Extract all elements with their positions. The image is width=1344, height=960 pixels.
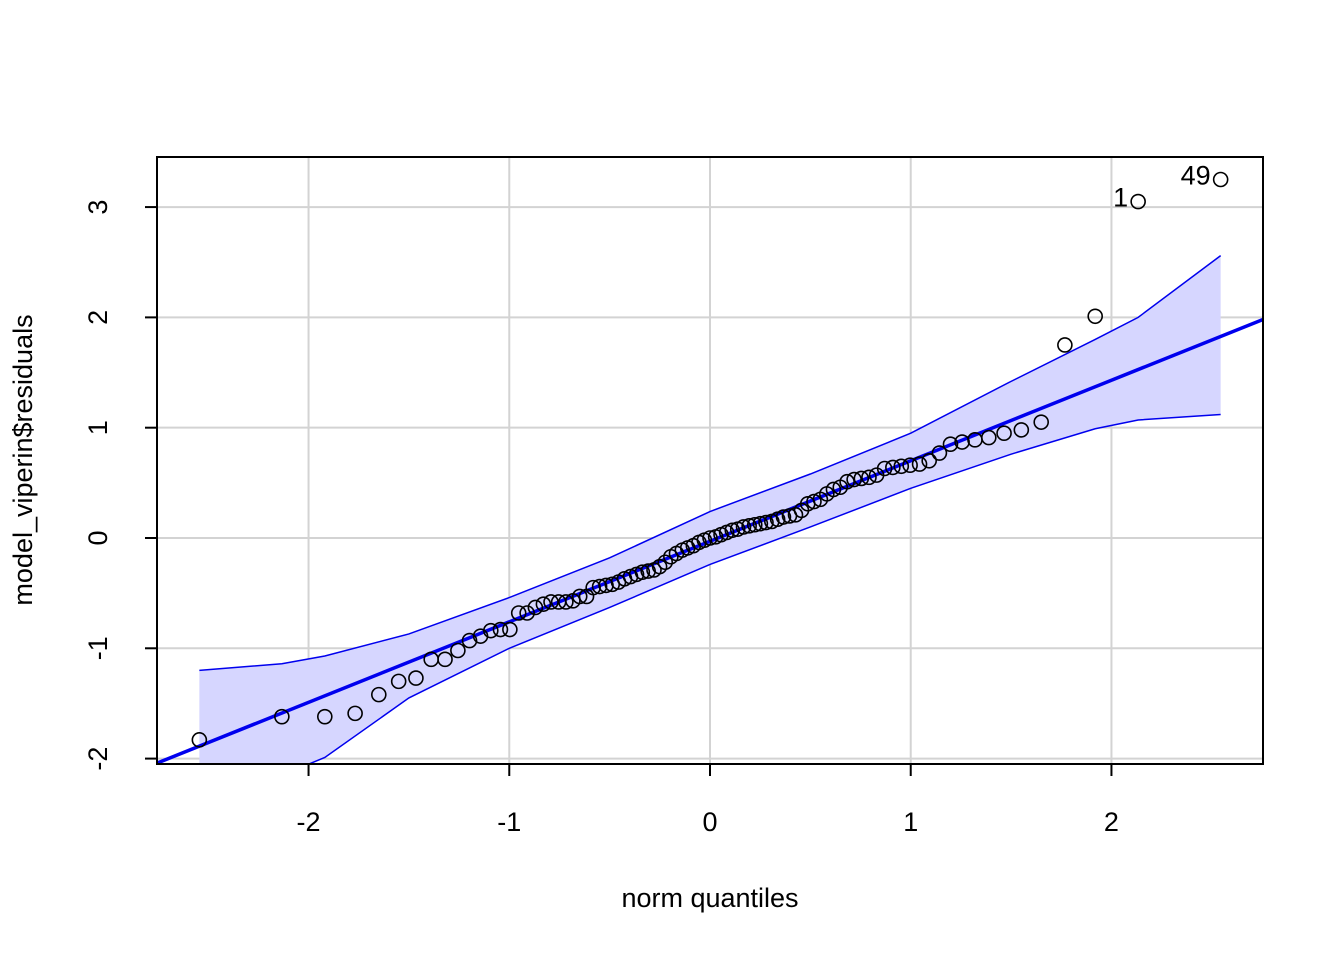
data-point bbox=[1212, 171, 1229, 188]
x-tick-label: -1 bbox=[497, 807, 521, 837]
data-point bbox=[893, 458, 910, 475]
data-point bbox=[758, 514, 774, 531]
data-point bbox=[1033, 414, 1049, 430]
data-point bbox=[371, 686, 387, 703]
data-point bbox=[461, 632, 478, 649]
x-tick-label: 1 bbox=[903, 807, 918, 837]
data-point bbox=[634, 564, 651, 580]
data-point bbox=[543, 594, 559, 610]
data-point bbox=[911, 456, 928, 472]
envelope-upper bbox=[199, 255, 1222, 672]
data-point bbox=[651, 558, 668, 575]
data-point bbox=[1013, 422, 1030, 438]
data-point bbox=[902, 457, 918, 473]
confidence-band bbox=[199, 255, 1221, 764]
data-point bbox=[527, 599, 544, 616]
data-point bbox=[806, 493, 822, 510]
y-tick-label: 1 bbox=[83, 420, 113, 435]
y-tick-label: -1 bbox=[83, 636, 113, 660]
data-point bbox=[853, 470, 870, 487]
data-point bbox=[746, 516, 763, 533]
y-axis-label: model_viperin$residuals bbox=[8, 314, 38, 605]
data-point bbox=[191, 732, 208, 748]
data-point bbox=[1087, 308, 1103, 325]
data-point bbox=[408, 670, 424, 686]
data-point bbox=[519, 605, 535, 621]
y-tick-label: 3 bbox=[83, 200, 113, 215]
data-point bbox=[450, 642, 466, 659]
data-point bbox=[861, 469, 877, 486]
data-point bbox=[921, 452, 937, 469]
data-point bbox=[839, 473, 855, 490]
y-tick-label: 2 bbox=[83, 310, 113, 325]
x-axis-label: norm quantiles bbox=[621, 883, 798, 913]
data-point bbox=[702, 530, 718, 546]
data-point bbox=[535, 596, 552, 612]
data-point bbox=[931, 445, 948, 461]
data-point bbox=[846, 471, 862, 488]
data-point bbox=[510, 605, 527, 621]
data-point bbox=[981, 429, 997, 446]
data-point bbox=[1057, 337, 1073, 353]
data-point bbox=[558, 594, 574, 610]
data-point bbox=[942, 436, 959, 453]
data-point bbox=[390, 673, 407, 690]
y-tick-label: -2 bbox=[83, 747, 113, 771]
data-point bbox=[775, 509, 792, 525]
data-point bbox=[876, 460, 893, 477]
plot-area bbox=[157, 157, 1263, 764]
x-tick-label: 2 bbox=[1104, 807, 1119, 837]
data-point bbox=[437, 651, 453, 668]
envelope-lower bbox=[306, 413, 1221, 764]
data-point bbox=[735, 519, 752, 535]
point-label: 1 bbox=[1113, 183, 1128, 213]
data-point bbox=[274, 708, 290, 725]
data-point bbox=[483, 622, 499, 639]
data-point bbox=[741, 518, 757, 534]
data-point bbox=[492, 621, 509, 638]
x-tick-label: -2 bbox=[297, 807, 321, 837]
data-point bbox=[724, 522, 741, 539]
data-point bbox=[996, 425, 1012, 441]
y-tick-label: 0 bbox=[83, 530, 113, 545]
x-tick-label: 0 bbox=[702, 807, 717, 837]
data-point bbox=[657, 554, 674, 571]
data-point bbox=[571, 588, 588, 605]
data-point bbox=[1130, 193, 1146, 210]
data-point bbox=[825, 481, 842, 498]
data-point bbox=[885, 459, 901, 476]
data-point bbox=[502, 621, 518, 638]
point-label: 49 bbox=[1181, 161, 1211, 191]
data-point bbox=[317, 708, 333, 725]
data-point bbox=[591, 578, 608, 595]
data-point bbox=[347, 705, 363, 722]
data-point bbox=[752, 515, 769, 532]
